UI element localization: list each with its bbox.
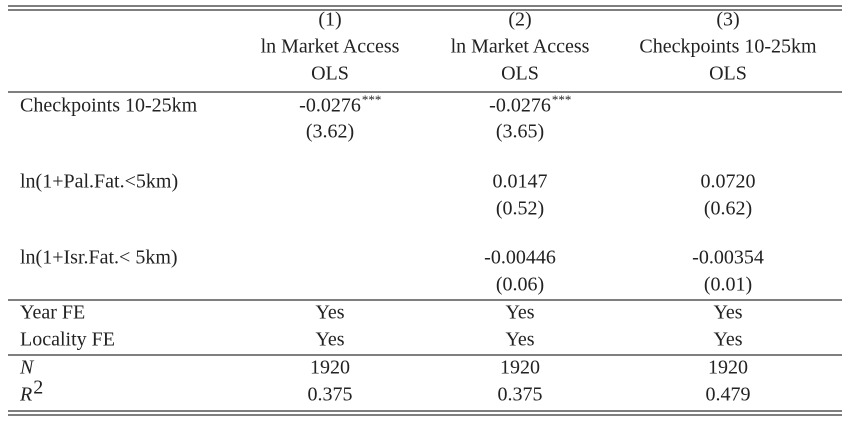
column-header: (2) [508,9,531,31]
column-header: ln Market Access [261,36,400,58]
cell: Yes [505,329,534,351]
column-header: ln Market Access [451,36,590,58]
significance-stars: *** [362,92,382,107]
standard-error: (0.01) [704,274,752,296]
significance-stars: *** [552,92,572,107]
cell: Yes [315,329,344,351]
standard-error: (0.52) [496,198,544,220]
row-label: Year FE [20,302,85,324]
cell: 1920 [708,357,748,379]
row-label: ln(1+Pal.Fat.<5km) [20,171,178,193]
row-label: Checkpoints 10-25km [20,95,198,117]
standard-error: (3.65) [496,121,544,143]
row-label: ln(1+Isr.Fat.< 5km) [20,247,178,269]
column-header: (1) [318,9,341,31]
column-header: Checkpoints 10-25km [639,36,817,58]
standard-error: (3.62) [306,121,354,143]
column-header: OLS [311,63,349,85]
cell: 0.375 [308,384,353,406]
coefficient: -0.0276 [299,95,361,117]
column-header: OLS [501,63,539,85]
coefficient: 0.0720 [701,171,756,193]
coefficient: -0.00446 [484,247,556,269]
row-label: R [19,384,32,406]
coefficient: 0.0147 [493,171,548,193]
cell: Yes [713,302,742,324]
cell: 1920 [500,357,540,379]
row-label: N [19,357,35,379]
coefficient: -0.00354 [692,247,764,269]
standard-error: (0.62) [704,198,752,220]
superscript: 2 [33,377,43,399]
coefficient: -0.0276 [489,95,551,117]
cell: Yes [505,302,534,324]
column-header: OLS [709,63,747,85]
cell: Yes [713,329,742,351]
cell: 0.375 [498,384,543,406]
cell: 1920 [310,357,350,379]
row-label: Locality FE [20,329,115,351]
standard-error: (0.06) [496,274,544,296]
cell: 0.479 [706,384,751,406]
cell: Yes [315,302,344,324]
column-header: (3) [716,9,739,31]
